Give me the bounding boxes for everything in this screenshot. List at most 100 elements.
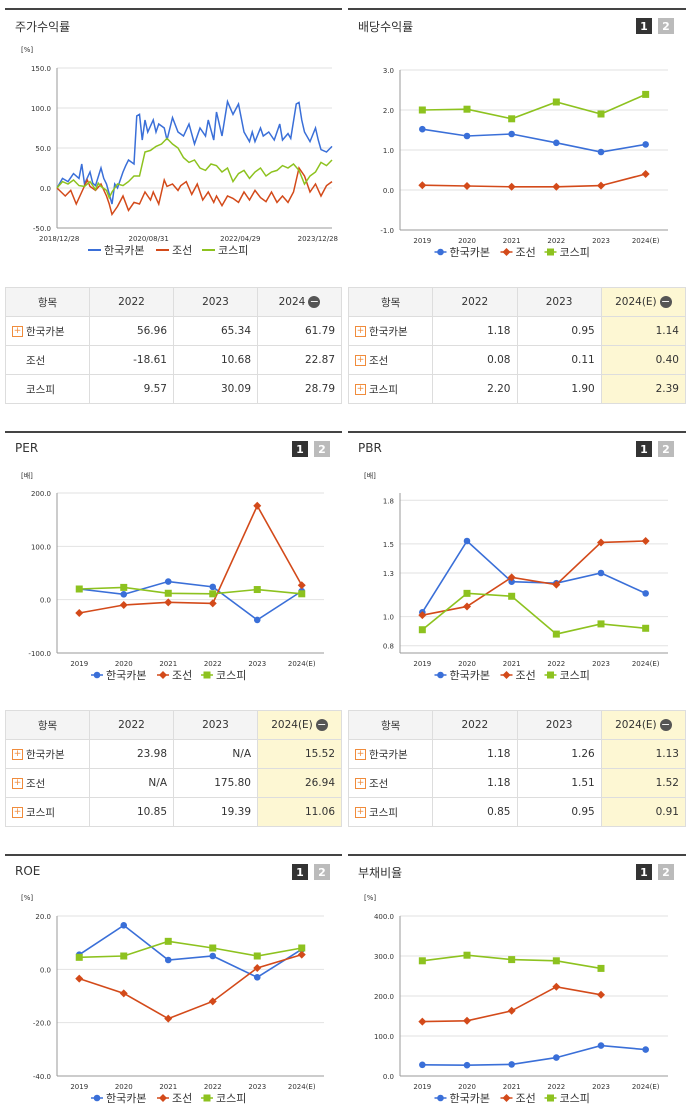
series-line [422,128,646,153]
point-2019 [75,953,83,961]
tab-2[interactable]: 2 [658,441,674,457]
series-line [78,953,302,1020]
point-2022 [552,982,561,991]
table-cell: 1.14 [600,316,687,346]
collapse-icon[interactable]: − [315,718,328,731]
collapse-icon[interactable]: − [659,718,672,731]
tab-1[interactable]: 1 [636,441,652,457]
table-cell: 1.51 [516,768,602,798]
expand-icon[interactable]: + [355,807,366,818]
table-cell: N/A [89,768,174,798]
header-2023: 2023 [173,710,258,740]
point-2020 [463,132,471,140]
expand-icon[interactable]: + [355,326,366,337]
header-item: 항목 [5,710,90,740]
tab-2[interactable]: 2 [314,441,330,457]
point-2023 [597,538,605,547]
panel-title: 배당수익률 [358,20,414,34]
series-line-v [56,98,333,205]
series-line-v [56,166,333,217]
point-2022 [553,1054,560,1061]
x-tick-label: 2022/04/29 [220,235,260,243]
y-tick-label: 150.0 [31,65,51,73]
legend-marker [502,671,511,679]
point-2024-E [297,581,306,590]
tab-1[interactable]: 1 [292,864,308,880]
point-2024-E [641,537,650,545]
expand-icon[interactable]: + [12,778,23,789]
legend-marker [547,671,554,679]
legend-label: 코스피 [560,246,590,259]
y-tick-label: 400.0 [374,913,394,921]
header-2022: 2022 [432,710,518,740]
header-2024-E: 2024(E) − [600,287,687,317]
header-item: 항목 [347,287,434,317]
point-2022 [552,182,561,191]
point-2024-E [297,950,306,959]
point-2023 [597,569,605,577]
tab-1[interactable]: 1 [292,441,308,457]
expand-icon[interactable]: + [355,384,366,395]
point-2023 [597,620,605,628]
debt-ratio-chart: 400.0 300.0 200.0 100.0 0.0 2019 2020 2021 2022 2… [374,913,668,1105]
point-2019 [75,609,84,617]
tab-1[interactable]: 1 [636,864,652,880]
expand-icon[interactable]: + [12,807,23,818]
table-cell: 1.18 [432,316,518,346]
unit-label: [배] [21,472,33,480]
legend-label: 한국카본 [450,1092,490,1105]
table-cell: 1.13 [600,739,687,769]
y-tick-label: 100.0 [374,1033,394,1041]
table-cell: 15.52 [257,739,342,769]
legend-label: 조선 [516,246,536,259]
legend-label: 코스피 [218,244,248,257]
table-cell: 56.96 [89,316,174,346]
x-tick-label: 2020 [458,660,476,668]
table-cell: 22.87 [257,345,342,375]
collapse-icon[interactable]: − [659,295,672,308]
expand-icon[interactable]: + [12,749,23,760]
y-tick-label: -20.0 [33,1020,51,1028]
expand-icon[interactable]: + [355,749,366,760]
legend-label: 조선 [516,669,536,682]
tab-1[interactable]: 1 [636,18,652,34]
point-2020 [463,105,471,113]
tab-2[interactable]: 2 [658,18,674,34]
table-row: + 코스피 2.20 1.90 2.39 [347,374,687,404]
per-chart: 200.0 100.0 0.0 -100.0 2019 2020 2021 2022 2023 2… [28,490,324,682]
header-2024-E: 2024(E) − [600,710,687,740]
tab-group: 1 2 [292,864,330,880]
series-line [422,985,602,1023]
panel-title: 부채비율 [358,866,403,880]
legend-marker [437,248,444,256]
header-label: 항목 [380,296,401,309]
series-line [422,173,646,188]
expand-icon[interactable]: + [355,778,366,789]
tab-2[interactable]: 2 [658,864,674,880]
legend-marker [547,1094,554,1102]
collapse-icon[interactable]: − [308,295,321,308]
table-cell: 10.68 [173,345,258,375]
header-label: 항목 [37,719,58,732]
point-2021 [508,578,515,586]
point-2020 [119,601,128,609]
legend-label: 조선 [172,1092,192,1105]
x-tick-label: 2020 [458,1083,476,1091]
point-2023 [253,501,262,510]
table-row: + 한국카본 23.98 N/A 15.52 [5,739,342,769]
y-tick-label: -40.0 [33,1073,51,1081]
point-2019 [418,611,427,620]
point-2020 [463,182,471,190]
y-tick-label: 20.0 [35,913,51,921]
tab-2[interactable]: 2 [314,864,330,880]
expand-icon[interactable]: + [355,355,366,366]
unit-label: [%] [21,894,34,902]
unit-label: [배] [364,472,376,480]
row-name: + 한국카본 [5,316,90,346]
expand-icon[interactable]: + [12,326,23,337]
x-tick-label: 2022 [547,660,565,668]
point-2023 [597,110,605,118]
series-line [79,586,302,595]
table-cell: 28.79 [257,374,342,404]
